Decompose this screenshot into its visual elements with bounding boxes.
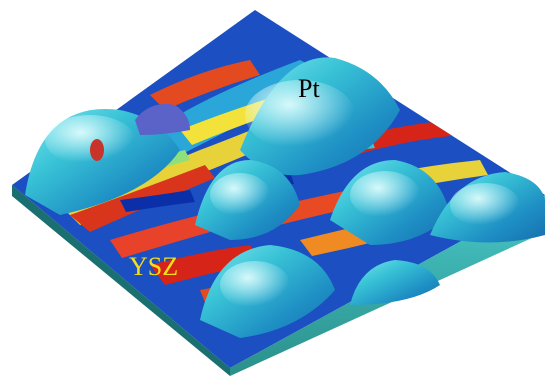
pt-label: Pt (298, 74, 320, 103)
pt-particles (25, 57, 545, 338)
ysz-label: YSZ (129, 252, 179, 281)
front-left-wall (12, 185, 230, 376)
